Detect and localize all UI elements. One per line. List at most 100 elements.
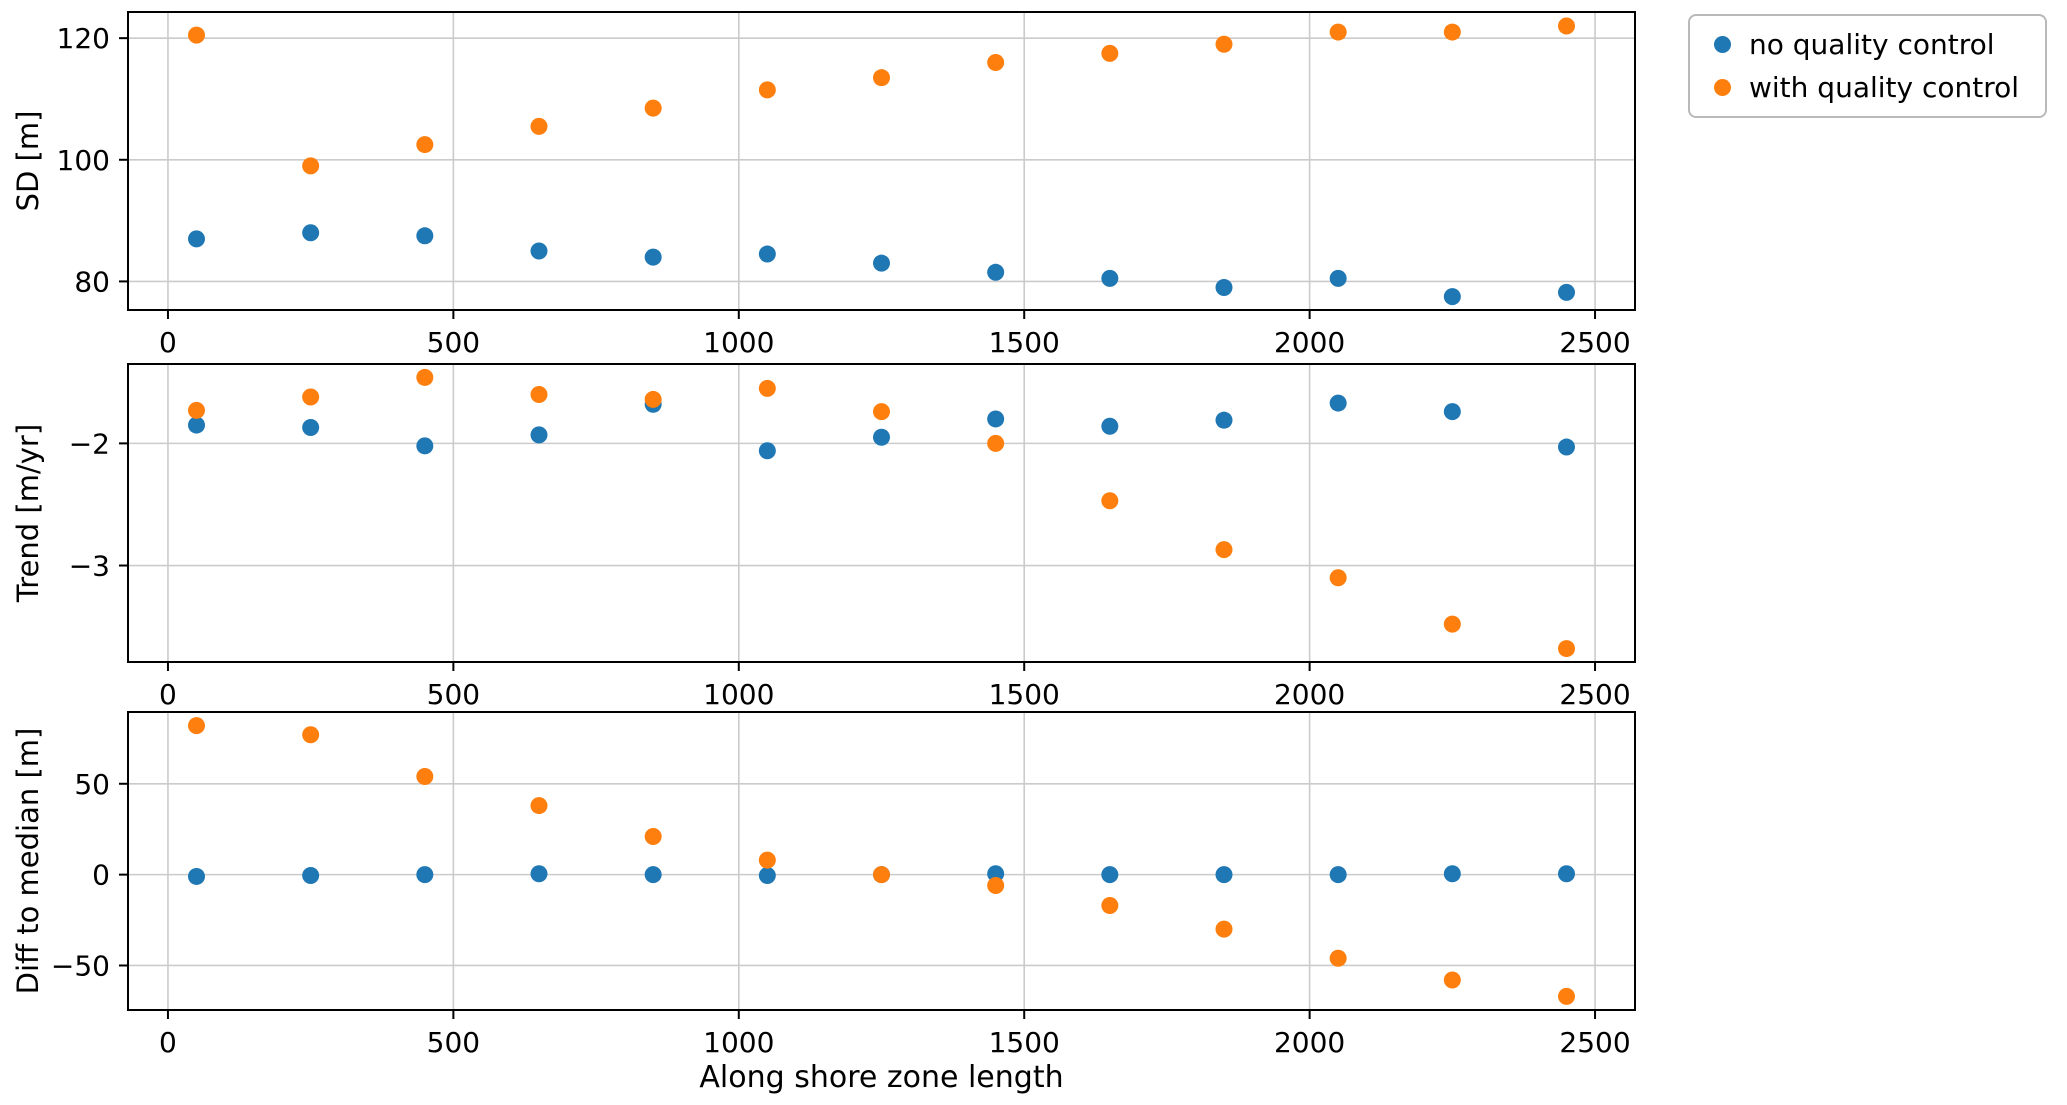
scatter-point xyxy=(873,866,890,884)
x-tick-label: 0 xyxy=(159,678,177,711)
series-no-quality-control xyxy=(188,394,1575,460)
scatter-point xyxy=(1443,403,1461,421)
scatter-point xyxy=(987,877,1005,895)
scatter-point xyxy=(1101,44,1119,62)
scatter-point xyxy=(302,867,320,885)
subplot-svg: 0 500 1000 1500 2000 2500 −3 −2 Trend [m/yr] xyxy=(11,363,1636,711)
x-tick-label: 2000 xyxy=(1274,326,1345,359)
scatter-point xyxy=(987,434,1005,452)
scatter-point xyxy=(1443,288,1461,306)
y-tick-label: −2 xyxy=(69,427,110,460)
subplot-svg: 0 500 1000 1500 2000 2500 80 100 120 SD [m] xyxy=(11,11,1636,359)
legend-marker-blue-icon xyxy=(1714,36,1731,53)
y-tick-label: 0 xyxy=(92,859,110,892)
scatter-point xyxy=(1558,283,1575,301)
legend: no quality control with quality control xyxy=(1688,14,2048,118)
x-tick-label: 2500 xyxy=(1559,678,1630,711)
x-tick-label: 1500 xyxy=(989,1026,1060,1059)
x-tick-label: 0 xyxy=(159,326,177,359)
scatter-point xyxy=(1558,438,1575,456)
x-tick-label: 500 xyxy=(427,1026,480,1059)
scatter-point xyxy=(1101,492,1119,510)
scatter-point xyxy=(987,53,1005,71)
scatter-point xyxy=(644,866,662,884)
scatter-point xyxy=(416,368,434,386)
legend-item-with-quality-control: with quality control xyxy=(1708,71,2019,104)
scatter-point xyxy=(188,416,205,434)
series-with-quality-control xyxy=(188,717,1575,1005)
y-tick-label: 80 xyxy=(74,265,110,298)
scatter-point xyxy=(530,865,548,883)
x-tick-label: 1000 xyxy=(703,326,774,359)
scatter-point xyxy=(1215,866,1233,884)
scatter-point xyxy=(1443,23,1461,41)
scatter-point xyxy=(873,403,890,421)
x-tick-label: 1500 xyxy=(989,326,1060,359)
scatter-point xyxy=(987,263,1005,281)
y-tick-label: −3 xyxy=(69,550,110,583)
scatter-point xyxy=(530,242,548,260)
y-tick-label: 120 xyxy=(57,22,110,55)
x-tick-label: 0 xyxy=(159,1026,177,1059)
scatter-point xyxy=(987,865,1005,883)
scatter-point xyxy=(644,248,662,266)
scatter-point xyxy=(1329,394,1347,412)
scatter-point xyxy=(1558,17,1575,35)
x-tick-label: 1000 xyxy=(703,678,774,711)
scatter-point xyxy=(758,851,776,869)
x-tick-label: 2000 xyxy=(1274,1026,1345,1059)
scatter-point xyxy=(416,768,434,786)
scatter-point xyxy=(1329,569,1347,587)
series-with-quality-control xyxy=(188,17,1575,175)
scatter-point xyxy=(873,428,890,446)
scatter-point xyxy=(530,386,548,404)
scatter-point xyxy=(873,69,890,87)
scatter-point xyxy=(758,442,776,460)
scatter-point xyxy=(1443,865,1461,883)
series-with-quality-control xyxy=(188,368,1575,658)
series-no-quality-control xyxy=(188,865,1575,885)
y-tick-label: 50 xyxy=(74,768,110,801)
scatter-point xyxy=(1329,949,1347,967)
x-tick-label: 2500 xyxy=(1559,326,1630,359)
subplot-sd: 0 500 1000 1500 2000 2500 80 100 120 SD [m] xyxy=(0,8,2067,366)
legend-item-no-quality-control: no quality control xyxy=(1708,28,2019,61)
y-tick-label: 100 xyxy=(57,144,110,177)
legend-label: with quality control xyxy=(1749,71,2020,104)
x-axis-label: Along shore zone length xyxy=(699,1060,1064,1095)
scatter-point xyxy=(1215,541,1233,559)
x-tick-label: 1500 xyxy=(989,678,1060,711)
scatter-point xyxy=(302,388,320,406)
scatter-point xyxy=(1101,897,1119,915)
x-tick-label: 500 xyxy=(427,678,480,711)
scatter-point xyxy=(1101,269,1119,287)
scatter-point xyxy=(1558,865,1575,883)
y-tick-label: −50 xyxy=(51,949,110,982)
scatter-point xyxy=(302,157,320,175)
scatter-point xyxy=(758,379,776,397)
scatter-point xyxy=(416,866,434,884)
scatter-point xyxy=(302,726,320,744)
y-axis-label: Trend [m/yr] xyxy=(11,424,45,603)
scatter-point xyxy=(644,827,662,845)
scatter-point xyxy=(416,227,434,245)
scatter-point xyxy=(530,426,548,444)
scatter-point xyxy=(987,410,1005,428)
y-axis-label: Diff to median [m] xyxy=(11,728,45,995)
subplot-trend: 0 500 1000 1500 2000 2500 −3 −2 Trend [m/yr] xyxy=(0,360,2067,718)
scatter-point xyxy=(302,224,320,242)
scatter-point xyxy=(1443,615,1461,633)
y-axis-label: SD [m] xyxy=(11,111,45,212)
scatter-point xyxy=(1215,920,1233,938)
scatter-point xyxy=(1101,866,1119,884)
series-no-quality-control xyxy=(188,224,1575,306)
scatter-point xyxy=(188,717,205,735)
scatter-point xyxy=(1215,278,1233,296)
scatter-point xyxy=(1215,35,1233,53)
scatter-point xyxy=(1558,987,1575,1005)
scatter-point xyxy=(873,254,890,272)
scatter-point xyxy=(416,437,434,455)
legend-label: no quality control xyxy=(1749,28,1995,61)
x-tick-label: 1000 xyxy=(703,1026,774,1059)
scatter-point xyxy=(1329,866,1347,884)
